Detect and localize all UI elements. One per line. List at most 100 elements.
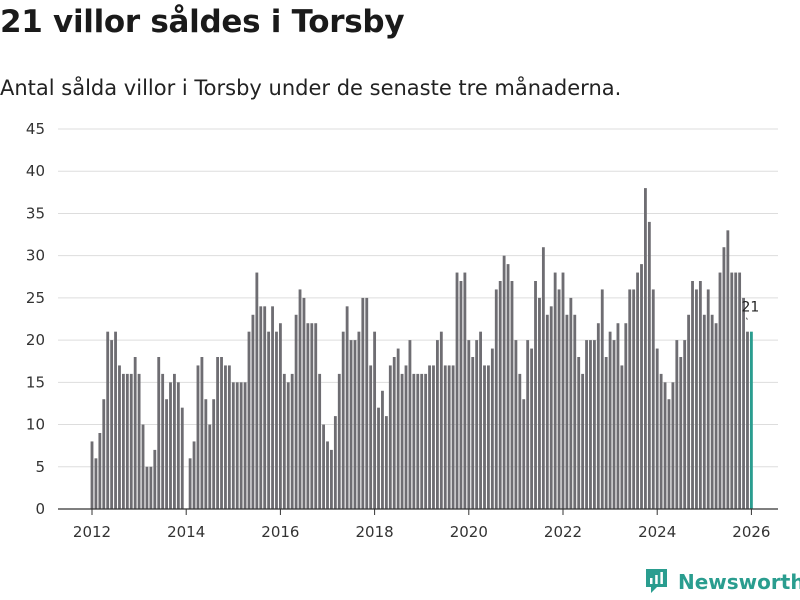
bar	[145, 466, 149, 509]
bar	[659, 373, 663, 509]
bar	[314, 323, 318, 509]
bar	[435, 340, 439, 509]
bar	[192, 441, 196, 509]
bar	[734, 272, 738, 509]
bar	[251, 314, 255, 509]
bar	[702, 314, 706, 509]
bar	[655, 348, 659, 509]
bar	[330, 449, 333, 509]
y-tick-label: 5	[35, 458, 45, 476]
bar	[220, 357, 223, 509]
brand-logo[interactable]: Newsworthy	[644, 568, 800, 595]
bar	[647, 221, 651, 509]
bar	[271, 306, 274, 509]
bar	[592, 340, 596, 509]
bar	[408, 340, 412, 509]
bar	[243, 382, 247, 509]
bar	[157, 357, 161, 509]
bar	[463, 272, 467, 509]
brand-name: Newsworthy	[678, 569, 800, 594]
bar	[506, 264, 510, 509]
bar	[235, 382, 239, 509]
bar	[502, 255, 506, 509]
bar	[200, 357, 204, 509]
bar	[231, 382, 235, 509]
bar	[616, 323, 620, 509]
bar	[267, 331, 271, 509]
bar-latest	[749, 331, 753, 509]
bar	[424, 373, 428, 509]
bar	[518, 373, 522, 509]
bar	[541, 247, 545, 509]
bar	[428, 365, 431, 509]
bar	[443, 365, 447, 509]
bar	[545, 314, 549, 509]
bar	[361, 297, 365, 509]
bar	[683, 340, 687, 509]
bar	[224, 365, 227, 509]
bar	[333, 416, 337, 509]
bar	[604, 357, 608, 509]
bar	[608, 331, 612, 509]
bar	[628, 289, 632, 509]
x-tick-label: 2020	[450, 523, 488, 541]
bar	[589, 340, 592, 509]
bar	[412, 373, 416, 509]
bar	[706, 289, 710, 509]
x-axis: 2012 2014 2016 2018 2020 2022 2024 2026	[58, 508, 778, 541]
bar	[353, 340, 357, 509]
bar	[357, 331, 361, 509]
bar	[396, 348, 400, 509]
bar	[487, 365, 490, 509]
chart-title: 21 villor såldes i Torsby	[0, 4, 405, 40]
bar	[149, 466, 153, 509]
bar	[526, 340, 530, 509]
bar	[679, 357, 683, 509]
bar	[153, 449, 157, 509]
bar	[310, 323, 314, 509]
x-tick-label: 2018	[356, 523, 394, 541]
bar	[624, 323, 628, 509]
bar	[106, 331, 110, 509]
bar	[726, 230, 730, 509]
bar	[514, 340, 518, 509]
bar	[188, 458, 192, 509]
bar	[620, 365, 624, 509]
bar	[286, 382, 290, 509]
bar	[196, 365, 200, 509]
bar	[102, 399, 106, 509]
bar	[345, 306, 349, 509]
bar	[467, 340, 471, 509]
bar	[121, 373, 125, 509]
bar	[239, 382, 243, 509]
bar	[553, 272, 557, 509]
y-tick-label: 30	[26, 247, 45, 265]
bar	[451, 365, 455, 509]
label-connector	[745, 317, 748, 320]
x-tick-label: 2024	[638, 523, 676, 541]
bar	[216, 357, 220, 509]
bar	[475, 340, 479, 509]
bar	[326, 441, 329, 509]
x-tick-label: 2016	[261, 523, 299, 541]
latest-value-label: 21	[741, 300, 759, 316]
bar	[573, 314, 577, 509]
bar	[596, 323, 600, 509]
bar	[667, 399, 671, 509]
bar	[165, 399, 168, 509]
bar	[180, 407, 184, 509]
bar	[377, 407, 380, 509]
bar	[432, 365, 435, 509]
bar	[341, 331, 345, 509]
bar	[522, 399, 526, 509]
bar	[94, 458, 98, 509]
bar	[636, 272, 639, 509]
bar	[259, 306, 263, 509]
bar	[746, 331, 749, 509]
bar	[561, 272, 565, 509]
bar	[459, 281, 463, 509]
bar	[714, 323, 718, 509]
newsworthy-logo-icon	[646, 569, 667, 593]
y-tick-label: 0	[35, 500, 45, 518]
y-tick-label: 45	[26, 120, 45, 138]
